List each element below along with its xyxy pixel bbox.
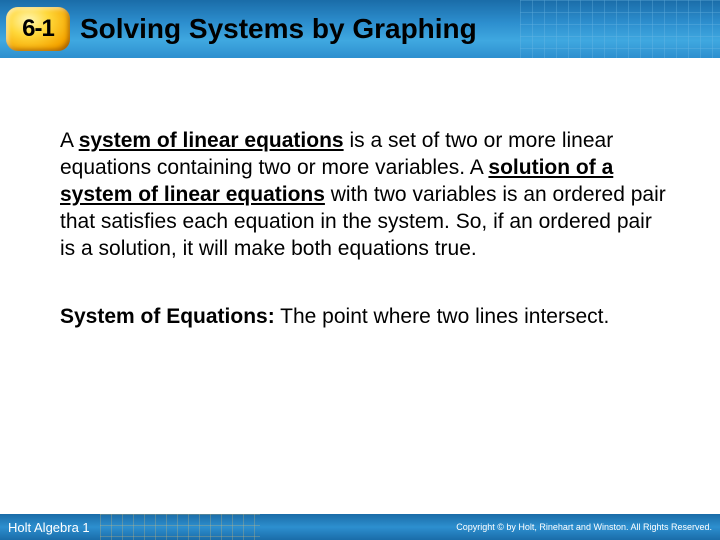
paragraph-summary: System of Equations: The point where two… [60, 304, 670, 331]
footer-textbook: Holt Algebra 1 [8, 520, 90, 535]
summary-text: The point where two lines intersect. [275, 305, 610, 328]
slide-header: 6-1 Solving Systems by Graphing [0, 0, 720, 58]
footer-grid-decoration [100, 514, 260, 540]
summary-label: System of Equations: [60, 305, 275, 328]
slide-footer: Holt Algebra 1 Copyright © by Holt, Rine… [0, 514, 720, 540]
section-badge: 6-1 [6, 7, 70, 51]
paragraph-definition: A system of linear equations is a set of… [60, 128, 670, 262]
slide-body: A system of linear equations is a set of… [0, 58, 720, 393]
slide-title: Solving Systems by Graphing [80, 13, 477, 45]
header-grid-decoration [520, 0, 720, 58]
footer-copyright: Copyright © by Holt, Rinehart and Winsto… [456, 522, 712, 532]
term-system-of-linear-equations: system of linear equations [79, 129, 344, 152]
section-number: 6-1 [22, 15, 54, 43]
p1-lead: A [60, 129, 79, 152]
